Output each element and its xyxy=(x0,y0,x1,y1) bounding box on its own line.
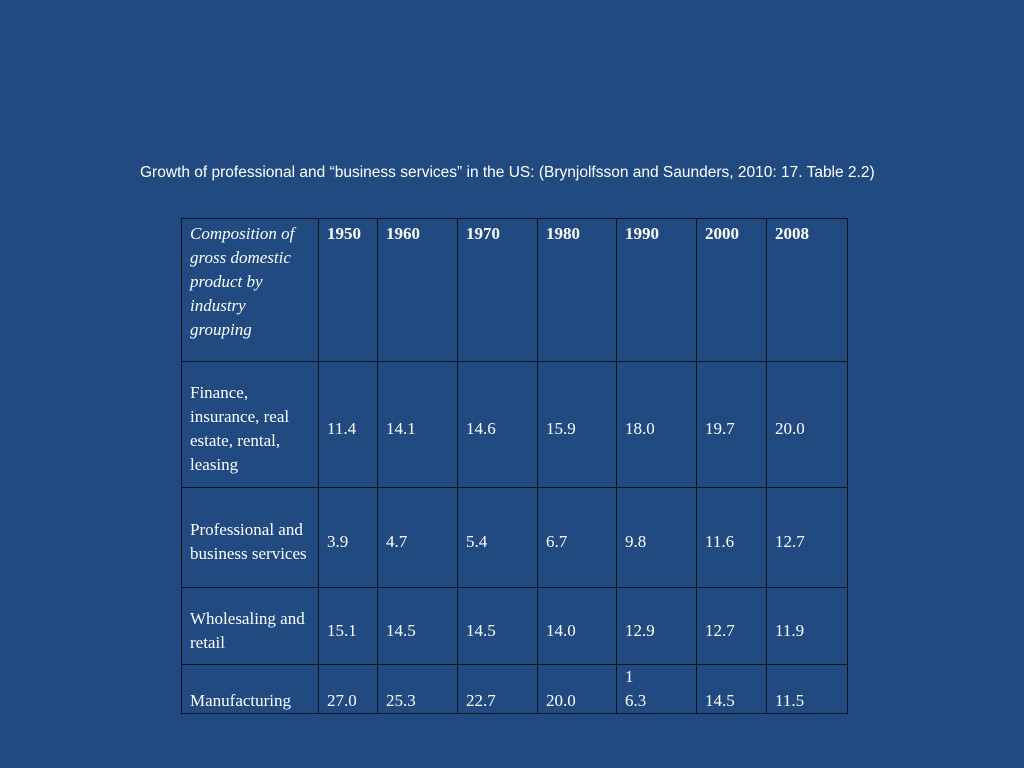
value-cell: 11.9 xyxy=(766,587,848,665)
table-row: Wholesaling and retail 15.1 14.5 14.5 14… xyxy=(181,587,848,665)
row-label-cell: Wholesaling and retail xyxy=(181,587,319,665)
gdp-composition-table: Composition of gross domestic product by… xyxy=(181,218,848,714)
value-cell: 14.5 xyxy=(457,587,538,665)
row-label-cell: Finance, insurance, real estate, rental,… xyxy=(181,361,319,488)
value-cell: 14.6 xyxy=(457,361,538,488)
value-cell: 27.0 xyxy=(318,664,378,714)
value-cell: 18.0 xyxy=(616,361,697,488)
header-year-cell: 1980 xyxy=(537,218,617,362)
value-cell: 6.7 xyxy=(537,487,617,588)
value-cell: 9.8 xyxy=(616,487,697,588)
value-cell: 14.0 xyxy=(537,587,617,665)
header-year-cell: 1950 xyxy=(318,218,378,362)
value-cell: 15.1 xyxy=(318,587,378,665)
value-cell: 14.5 xyxy=(696,664,767,714)
table-row: Professional and business services 3.9 4… xyxy=(181,487,848,588)
table-row: Finance, insurance, real estate, rental,… xyxy=(181,361,848,488)
value-cell: 3.9 xyxy=(318,487,378,588)
value-cell: 15.9 xyxy=(537,361,617,488)
header-year-cell: 1960 xyxy=(377,218,458,362)
value-cell: 11.6 xyxy=(696,487,767,588)
value-cell: 20.0 xyxy=(537,664,617,714)
value-cell: 12.7 xyxy=(766,487,848,588)
value-cell: 5.4 xyxy=(457,487,538,588)
row-label-cell: Professional and business services xyxy=(181,487,319,588)
value-cell: 12.9 xyxy=(616,587,697,665)
table-row: Manufacturing 27.0 25.3 22.7 20.0 1 6.3 … xyxy=(181,664,848,714)
value-cell: 14.1 xyxy=(377,361,458,488)
row-label-cell: Manufacturing xyxy=(181,664,319,714)
value-cell: 11.5 xyxy=(766,664,848,714)
value-cell: 20.0 xyxy=(766,361,848,488)
value-cell: 11.4 xyxy=(318,361,378,488)
value-cell: 25.3 xyxy=(377,664,458,714)
table-caption: Growth of professional and “business ser… xyxy=(140,164,875,181)
header-year-cell: 2000 xyxy=(696,218,767,362)
value-cell: 22.7 xyxy=(457,664,538,714)
table-header-row: Composition of gross domestic product by… xyxy=(181,218,848,362)
header-year-cell: 1990 xyxy=(616,218,697,362)
value-cell: 1 6.3 xyxy=(616,664,697,714)
value-cell: 14.5 xyxy=(377,587,458,665)
header-year-cell: 1970 xyxy=(457,218,538,362)
header-stub-cell: Composition of gross domestic product by… xyxy=(181,218,319,362)
value-cell: 19.7 xyxy=(696,361,767,488)
header-year-cell: 2008 xyxy=(766,218,848,362)
value-cell: 4.7 xyxy=(377,487,458,588)
value-cell: 12.7 xyxy=(696,587,767,665)
